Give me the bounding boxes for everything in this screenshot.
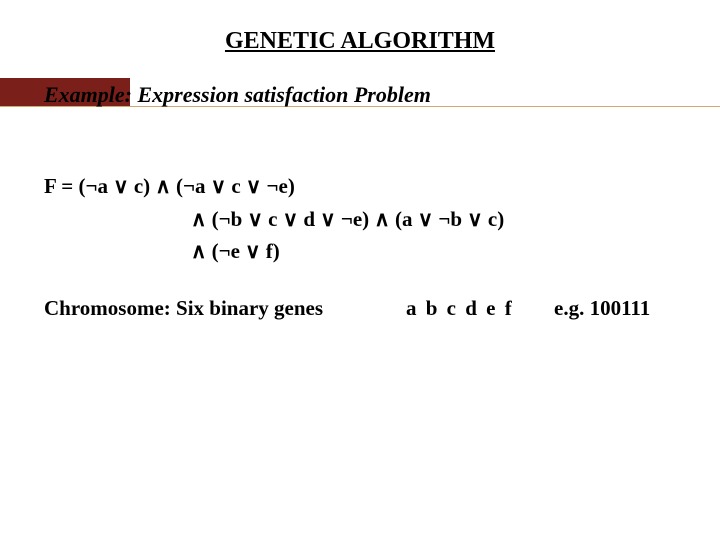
chromosome-example: e.g. 100111 — [554, 296, 650, 321]
formula-line-3: ∧ (¬e ∨ f) — [44, 235, 504, 268]
slide: GENETIC ALGORITHM Example: Expression sa… — [0, 0, 720, 540]
formula-line-2: ∧ (¬b ∨ c ∨ d ∨ ¬e) ∧ (a ∨ ¬b ∨ c) — [44, 203, 504, 236]
chromosome-vars: a b c d e f — [406, 296, 514, 321]
formula-block: F = (¬a ∨ c) ∧ (¬a ∨ c ∨ ¬e) ∧ (¬b ∨ c ∨… — [44, 170, 504, 268]
chromosome-label: Chromosome: Six binary genes — [44, 296, 323, 321]
formula-line-1: F = (¬a ∨ c) ∧ (¬a ∨ c ∨ ¬e) — [44, 170, 504, 203]
slide-subtitle: Example: Expression satisfaction Problem — [44, 82, 431, 108]
slide-title: GENETIC ALGORITHM — [0, 28, 720, 55]
